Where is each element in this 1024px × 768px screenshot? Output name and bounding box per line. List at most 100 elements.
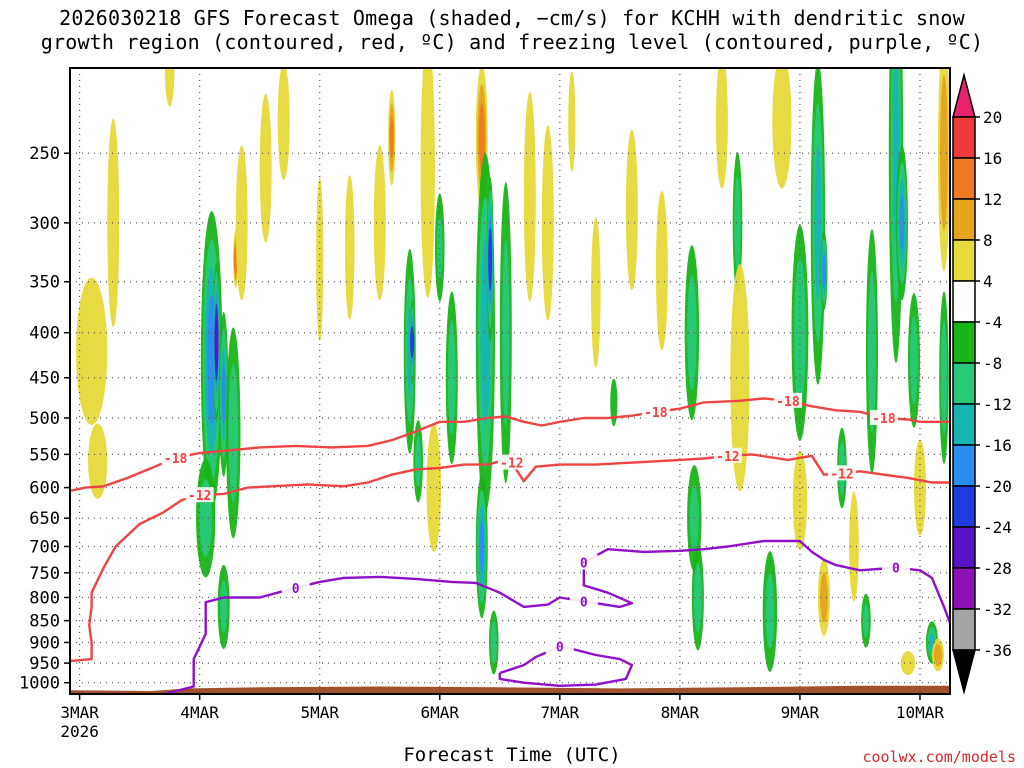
omega-shade (765, 574, 775, 650)
omega-cell (226, 327, 241, 539)
y-tick-label: 600 (29, 479, 60, 499)
omega-shade (913, 439, 926, 536)
omega-shade (625, 129, 638, 291)
omega-shade (164, 68, 175, 107)
y-tick-label: 900 (29, 633, 60, 653)
omega-shade (235, 145, 248, 301)
omega-cell (900, 651, 916, 676)
plot-frame (69, 67, 951, 695)
colorbar-swatch (952, 157, 976, 200)
omega-cell (762, 551, 778, 672)
omega-shade (221, 364, 226, 425)
omega-cell (907, 293, 920, 428)
omega-shade (389, 116, 394, 159)
colorbar-arrow-bottom (952, 649, 976, 695)
y-tick-label: 650 (29, 509, 60, 529)
contour-label-bg (569, 554, 598, 570)
y-tick-label: 550 (29, 445, 60, 465)
colorbar-swatch (952, 198, 976, 241)
omega-cell (937, 68, 950, 272)
x-tick-label: 4MAR (180, 703, 219, 722)
omega-cell (434, 193, 445, 302)
omega-cell (732, 152, 743, 294)
omega-cell (388, 89, 396, 186)
omega-shade (610, 378, 618, 427)
omega-cell (196, 458, 216, 578)
y-tick-label: 250 (29, 144, 60, 164)
temperature-contours: -18 -18 -18 -18 -12 -12 -12 -12 0 0 0 0 0 (70, 392, 950, 694)
omega-cell (420, 68, 435, 298)
colorbar-label: -16 (983, 436, 1012, 455)
colorbar-swatch (952, 608, 976, 651)
omega-shade (214, 314, 219, 370)
contour-label-bg (713, 447, 742, 463)
omega-cell (568, 71, 576, 172)
omega-cell (861, 593, 871, 648)
omega-shade (259, 93, 272, 243)
omega-shade (426, 423, 441, 552)
omega-cell (475, 474, 488, 619)
omega-cell (76, 277, 108, 426)
contour-label-bg (185, 487, 214, 503)
colorbar-swatch (952, 239, 976, 282)
x-tick-label: 3MAR (60, 703, 99, 722)
omega-cell (426, 423, 441, 552)
omega-cell (849, 491, 859, 602)
contour-label: 0 (556, 641, 564, 656)
omega-cell (413, 420, 423, 503)
y-axis: 2503003504004505005506006507007508008509… (19, 144, 70, 694)
contour-label-bg (881, 559, 910, 575)
colorbar-swatch (952, 567, 976, 610)
omega-shade (488, 227, 493, 291)
omega-shade (410, 326, 415, 359)
y-tick-label: 300 (29, 214, 60, 234)
chart-title-line-2: growth region (contoured, red, ºC) and f… (40, 30, 984, 54)
colorbar-label: 12 (983, 190, 1002, 209)
omega-shade (687, 275, 697, 391)
omega-shade (76, 277, 108, 426)
omega-shade (849, 491, 859, 602)
omega-shade (490, 621, 497, 664)
contour-label-bg (161, 449, 190, 465)
omega-cell (817, 559, 830, 636)
omega-shade (219, 580, 228, 634)
contour-label: -18 (644, 406, 668, 421)
omega-shade (344, 175, 355, 320)
x-tick-label: 9MAR (781, 703, 820, 722)
omega-shade (523, 91, 536, 302)
omega-cell (164, 68, 175, 107)
y-tick-label: 450 (29, 369, 60, 389)
contour-label: -12 (830, 467, 853, 482)
x-tick-label: 8MAR (661, 703, 700, 722)
contour-label: 0 (292, 582, 300, 597)
omega-shade (478, 103, 485, 173)
omega-shade (900, 651, 916, 676)
omega-shade (437, 216, 443, 279)
omega-cell (820, 231, 828, 311)
omega-shade (910, 315, 918, 405)
omega-shade (420, 68, 435, 298)
omega-cell (810, 68, 826, 385)
contour-label: -18 (872, 412, 896, 427)
colorbar-label: -8 (983, 354, 1002, 373)
y-tick-label: 400 (29, 324, 60, 344)
omega-shade (479, 520, 484, 573)
chart-title: 2026030218 GFS Forecast Omega (shaded, −… (0, 6, 1024, 54)
omega-shade (730, 264, 750, 492)
omega-cell (541, 125, 554, 321)
omega-cell (523, 91, 536, 302)
colorbar-swatch (952, 362, 976, 405)
omega-shade (715, 68, 728, 189)
omega-shade (814, 145, 822, 301)
omega-cell (591, 217, 601, 368)
omega-cell (655, 190, 668, 351)
omega-cell (316, 176, 324, 342)
colorbar-swatch (952, 485, 976, 528)
colorbar-label: -12 (983, 395, 1012, 414)
omega-shade (734, 176, 741, 270)
x-tick-label: 5MAR (300, 703, 339, 722)
omega-cell (344, 175, 355, 320)
contour-label: -18 (776, 395, 800, 410)
contour-red-18 (70, 397, 950, 492)
